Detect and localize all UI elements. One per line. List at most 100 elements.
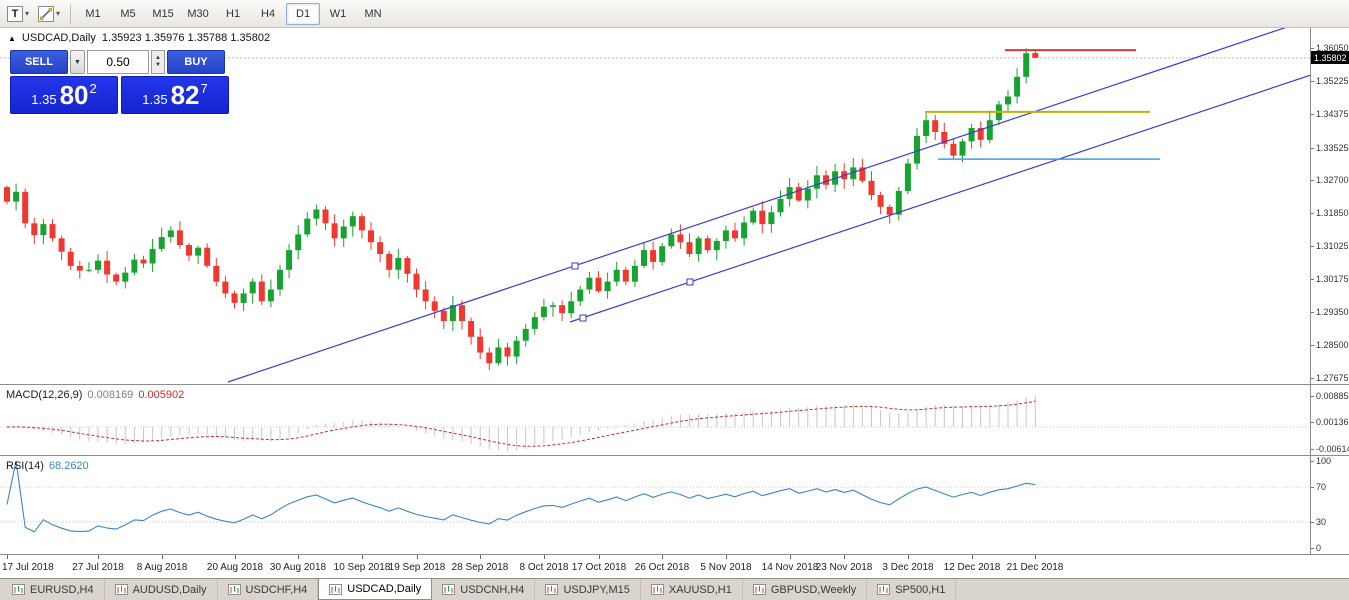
text-tool-button[interactable]: T ▾ bbox=[3, 2, 33, 26]
buy-price-sup: 7 bbox=[200, 81, 208, 96]
scale-tick bbox=[1311, 345, 1314, 346]
scale-tick bbox=[1311, 449, 1314, 450]
lot-size-input[interactable]: 0.50 bbox=[87, 50, 149, 74]
candles bbox=[4, 48, 1039, 370]
timeframe-button-h4[interactable]: H4 bbox=[261, 7, 276, 20]
mini-chart-icon bbox=[12, 584, 25, 595]
macd-signal-value: 0.005902 bbox=[138, 389, 185, 401]
timeframe-button-m15[interactable]: M15 bbox=[152, 7, 174, 20]
time-axis-tick bbox=[362, 555, 363, 559]
mini-chart-icon bbox=[877, 584, 891, 595]
tab-label: USDCHF,H4 bbox=[245, 583, 308, 596]
date-label: 30 Aug 2018 bbox=[269, 562, 327, 573]
date-label: 19 Sep 2018 bbox=[388, 562, 446, 573]
pane-separator[interactable] bbox=[0, 384, 1349, 385]
lines-tool-button[interactable]: ▾ bbox=[34, 2, 64, 26]
pane-separator[interactable] bbox=[0, 554, 1349, 555]
mini-chart-icon bbox=[650, 584, 664, 595]
tab-label: XAUUSD,H1 bbox=[668, 583, 732, 596]
scale-label: 30 bbox=[1316, 517, 1327, 527]
sell-price-sup: 2 bbox=[89, 81, 97, 96]
chart-tab-xauusd-h1[interactable]: XAUUSD,H1 bbox=[641, 579, 743, 600]
chart-ohlc-values: 1.35923 1.35976 1.35788 1.35802 bbox=[101, 32, 271, 44]
timeframe-button-d1[interactable]: D1 bbox=[286, 2, 321, 25]
chart-tab-bar: EURUSD,H4 AUDUSD,Daily USDCHF,H4 USDCAD,Dai… bbox=[0, 578, 1349, 600]
date-label: 27 Jul 2018 bbox=[72, 562, 124, 573]
increment-arrow-icon: ▲ bbox=[155, 55, 161, 61]
rsi-name: RSI(14) bbox=[6, 460, 44, 472]
macd-name: MACD(12,26,9) bbox=[6, 389, 83, 401]
sell-price-big: 80 bbox=[59, 80, 89, 110]
tab-label: USDCAD,Daily bbox=[347, 583, 422, 595]
mini-chart-icon bbox=[545, 584, 559, 595]
scale-label: 1.28500 bbox=[1316, 340, 1349, 350]
date-label: 8 Aug 2018 bbox=[136, 562, 188, 573]
date-label: 12 Dec 2018 bbox=[943, 562, 1001, 573]
rsi-pane-canvas[interactable] bbox=[0, 456, 1311, 554]
macd-pane-canvas[interactable] bbox=[0, 385, 1311, 455]
date-label: 23 Nov 2018 bbox=[815, 562, 873, 573]
timeframe-button-m5[interactable]: M5 bbox=[120, 7, 136, 20]
date-label: 14 Nov 2018 bbox=[761, 562, 819, 573]
timeframe-button-mn[interactable]: MN bbox=[364, 7, 382, 20]
pane-separator[interactable] bbox=[0, 455, 1349, 456]
timeframe-button-w1[interactable]: W1 bbox=[329, 7, 347, 20]
scale-label: 1.31850 bbox=[1316, 208, 1349, 218]
lot-stepper[interactable]: ▲ ▼ bbox=[151, 50, 165, 74]
buy-price-prefix: 1.35 bbox=[142, 92, 168, 107]
date-label: 8 Oct 2018 bbox=[519, 562, 569, 573]
scale-tick bbox=[1311, 246, 1314, 247]
time-axis-tick bbox=[480, 555, 481, 559]
time-axis-tick bbox=[162, 555, 163, 559]
mini-chart-icon bbox=[329, 583, 343, 595]
scale-label: 1.30175 bbox=[1316, 274, 1349, 284]
timeframe-button-m30[interactable]: M30 bbox=[187, 7, 209, 20]
scale-label: 1.31025 bbox=[1316, 241, 1349, 251]
chart-tab-usdjpy-m15[interactable]: USDJPY,M15 bbox=[535, 579, 641, 600]
buy-price-big: 82 bbox=[170, 80, 200, 110]
date-label: 26 Oct 2018 bbox=[634, 562, 690, 573]
time-axis[interactable]: 17 Jul 2018 27 Jul 2018 8 Aug 2018 20 Aug 2… bbox=[0, 555, 1349, 578]
current-price-badge: 1.35802 bbox=[1311, 51, 1349, 64]
scale-tick bbox=[1311, 422, 1314, 423]
timeframe-button-h1[interactable]: H1 bbox=[226, 7, 241, 20]
price-scale[interactable]: 1.36050 1.35225 1.34375 1.33525 1.32700 1.318… bbox=[1310, 28, 1349, 555]
scale-label: 1.33525 bbox=[1316, 143, 1349, 153]
chart-tab-sp500-h1[interactable]: SP500,H1 bbox=[867, 579, 957, 600]
date-label: 28 Sep 2018 bbox=[451, 562, 509, 573]
buy-button[interactable]: BUY bbox=[167, 50, 225, 74]
tab-label: EURUSD,H4 bbox=[30, 583, 94, 596]
price-scale-macd: 0.00885 0.00136 -0.00614 bbox=[1311, 385, 1349, 455]
chart-tab-audusd-daily[interactable]: AUDUSD,Daily bbox=[105, 579, 218, 600]
sell-button[interactable]: SELL bbox=[10, 50, 68, 74]
scale-label: 0 bbox=[1316, 543, 1322, 553]
price-scale-main: 1.36050 1.35225 1.34375 1.33525 1.32700 1.318… bbox=[1311, 28, 1349, 384]
scale-tick bbox=[1311, 378, 1314, 379]
trend-channel[interactable] bbox=[227, 28, 1311, 383]
time-axis-tick bbox=[790, 555, 791, 559]
scale-label: 0.00136 bbox=[1316, 417, 1349, 427]
chart-tab-usdchf-h4[interactable]: USDCHF,H4 bbox=[218, 579, 319, 600]
order-type-dropdown[interactable]: ▼ bbox=[70, 50, 85, 74]
scale-tick bbox=[1311, 148, 1314, 149]
sell-price-display[interactable]: 1.35 80 2 bbox=[10, 76, 118, 114]
chart-tab-gbpusd-weekly[interactable]: GBPUSD,Weekly bbox=[743, 579, 868, 600]
chart-tab-usdcnh-h4[interactable]: USDCNH,H4 bbox=[432, 579, 536, 600]
one-click-trading-panel: SELL ▼ 0.50 ▲ ▼ BUY 1.35 80 2 1.35 82 7 bbox=[10, 50, 229, 114]
scale-tick bbox=[1311, 396, 1314, 397]
scale-tick bbox=[1311, 279, 1314, 280]
chart-tab-usdcad-daily[interactable]: USDCAD,Daily bbox=[318, 579, 433, 600]
time-axis-tick bbox=[844, 555, 845, 559]
mini-chart-icon bbox=[227, 584, 241, 595]
rsi-value: 68.2620 bbox=[48, 460, 89, 472]
chevron-down-icon: ▼ bbox=[74, 58, 81, 66]
buy-price-display[interactable]: 1.35 82 7 bbox=[121, 76, 229, 114]
tab-label: GBPUSD,Weekly bbox=[770, 583, 857, 596]
chart-tab-eurusd-h4[interactable]: EURUSD,H4 bbox=[2, 579, 105, 600]
tab-label: USDJPY,M15 bbox=[563, 583, 630, 596]
timeframe-button-m1[interactable]: M1 bbox=[85, 7, 101, 20]
scale-label: 0.00885 bbox=[1316, 391, 1349, 401]
tab-label: AUDUSD,Daily bbox=[132, 583, 207, 596]
trendline-tool-icon bbox=[38, 5, 55, 22]
time-axis-tick bbox=[1035, 555, 1036, 559]
